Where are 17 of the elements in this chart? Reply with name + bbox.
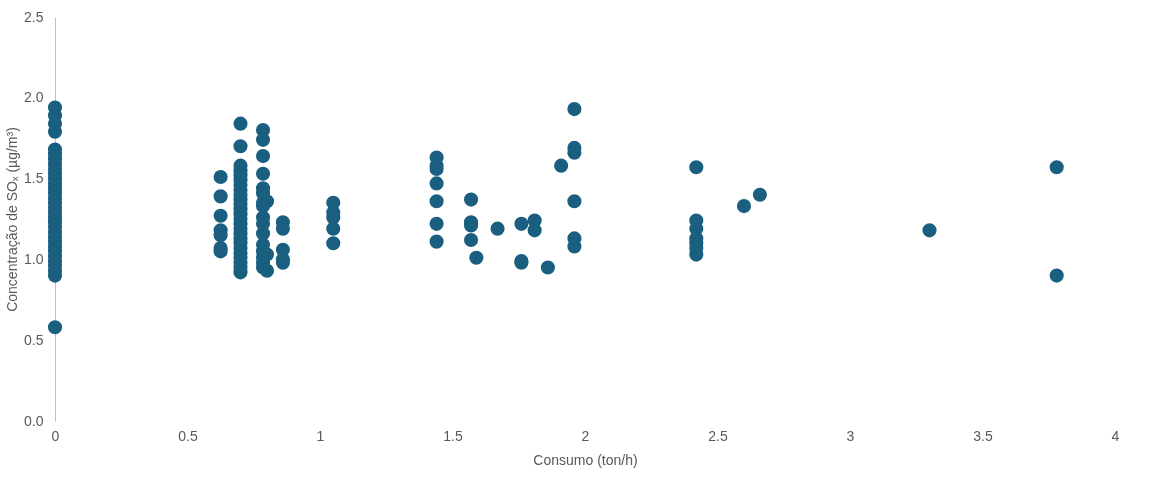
y-tick-label: 2.0 — [24, 89, 44, 106]
y-tick-label: 0.0 — [24, 412, 44, 429]
x-tick-label: 0 — [51, 427, 60, 444]
y-tick-label: 2.5 — [24, 8, 44, 25]
x-tick-label: 1.5 — [443, 427, 463, 444]
x-axis-title: Consumo (ton/h) — [533, 451, 638, 468]
x-tick-label: 2.5 — [708, 427, 728, 444]
y-tick-label: 1.0 — [24, 250, 44, 267]
y-tick-label: 0.5 — [24, 331, 44, 348]
y-tick-label: 1.5 — [24, 170, 44, 187]
x-tick-label: 1 — [316, 427, 325, 444]
x-tick-label: 2 — [581, 427, 590, 444]
x-tick-label: 4 — [1111, 427, 1120, 444]
x-tick-label: 3 — [846, 427, 855, 444]
y-axis-title: Concentração de SOₓ (µg/m³) — [4, 127, 21, 312]
x-tick-label: 0.5 — [178, 427, 198, 444]
x-tick-label: 3.5 — [973, 427, 993, 444]
